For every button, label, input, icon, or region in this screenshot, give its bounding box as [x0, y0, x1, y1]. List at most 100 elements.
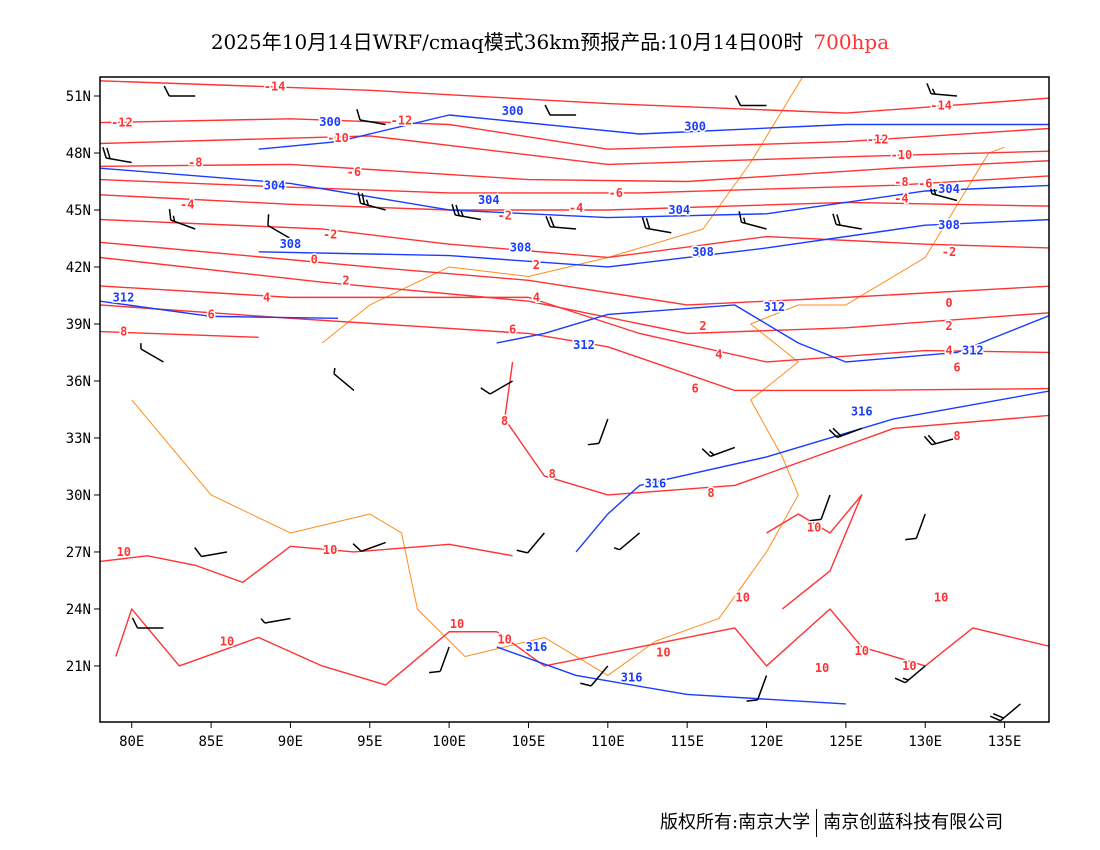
temperature-contour-label: 6: [207, 307, 214, 321]
temperature-contour-line: [100, 175, 1049, 194]
lat-tick-label: 27N: [66, 545, 91, 561]
lat-tick-label: 21N: [66, 659, 91, 675]
height-contour-label: 308: [510, 240, 532, 254]
wind-barb: [516, 532, 545, 554]
contour-labels: -14-14-12 -12-12-10-10-8-8-6-6-6-4 -4-4-2-…: [110, 78, 986, 686]
wind-barb: [131, 617, 164, 629]
height-contour-label: 308: [280, 237, 302, 251]
wind-barb: [544, 104, 577, 116]
temperature-contour-label: -6: [609, 186, 623, 200]
temperature-contour-label: -2: [497, 209, 511, 223]
height-contour-label: 312: [764, 300, 786, 314]
temperature-contour-line: [100, 241, 1049, 306]
temperature-contour-label: 6: [509, 323, 516, 337]
temperature-contour-label: 8: [549, 467, 556, 481]
wind-barb: [905, 513, 926, 541]
lon-tick-label: 90E: [278, 734, 303, 750]
height-contour-label: 308: [938, 218, 960, 232]
wind-barb: [926, 83, 958, 97]
lon-tick-label: 110E: [591, 734, 625, 750]
plot-frame: [99, 76, 1050, 723]
lat-tick-label: 42N: [66, 260, 91, 276]
temperature-contour-label: 8: [501, 414, 508, 428]
pressure-level: 700hpa: [813, 30, 890, 54]
wind-barb: [928, 182, 958, 202]
temperature-contour-label: -2: [323, 228, 337, 242]
wind-barb: [738, 211, 767, 230]
temperature-contour-label: 6: [953, 361, 960, 375]
temperature-contour-line: [100, 160, 1049, 183]
wind-barb: [746, 675, 768, 702]
height-contour-line: [496, 646, 846, 705]
height-contour-line: [496, 304, 1049, 363]
wind-barb: [140, 343, 164, 363]
height-contour-label: 312: [573, 338, 595, 352]
temperature-contour-label: 10: [220, 634, 234, 648]
lat-tick-label: 36N: [66, 374, 91, 390]
temperature-contour-label: 0: [311, 252, 318, 266]
lon-tick-label: 85E: [198, 734, 223, 750]
lat-tick-label: 45N: [66, 203, 91, 219]
height-contour-label: 312: [962, 344, 984, 358]
temperature-contour-line: [115, 608, 1049, 686]
height-contours: [100, 114, 1049, 705]
temperature-contour-label: 10: [807, 520, 821, 534]
temperature-contours: [100, 80, 1049, 686]
temperature-contour-label: 10: [656, 646, 670, 660]
temperature-contour-line: [766, 494, 863, 610]
wind-barb: [429, 646, 450, 674]
wind-barb: [828, 427, 862, 439]
wind-barb: [613, 532, 641, 551]
wind-barb: [357, 192, 386, 211]
lat-tick-label: 24N: [66, 602, 91, 618]
height-contour-label: 304: [264, 178, 286, 192]
temperature-contour-label: 8: [120, 325, 127, 339]
temperature-contour-line: [100, 118, 1049, 150]
height-contour-label: 316: [645, 477, 667, 491]
temperature-contour-label: -10: [327, 131, 349, 145]
temperature-contour-label: 10: [735, 591, 749, 605]
temperature-contour-label: 10: [815, 661, 829, 675]
height-contour-label: 304: [668, 203, 690, 217]
height-contour-label: 300: [684, 119, 706, 133]
wind-barb: [580, 665, 609, 687]
temperature-contour-label: -8: [188, 155, 202, 169]
wind-barb: [102, 147, 132, 164]
wind-barb: [352, 541, 386, 553]
lon-tick-label: 125E: [829, 734, 863, 750]
wind-barb: [734, 95, 767, 107]
temperature-contour-label: -12: [867, 133, 889, 147]
wind-barb: [641, 217, 672, 234]
temperature-contour-label: -2: [942, 245, 956, 259]
temperature-contour-label: -6: [347, 165, 361, 179]
temperature-contour-label: 10: [117, 545, 131, 559]
height-contour-label: 304: [478, 193, 500, 207]
lon-tick-label: 100E: [432, 734, 466, 750]
temperature-contour-label: -14: [264, 79, 286, 93]
temperature-contour-label: 10: [323, 543, 337, 557]
footer-divider: [816, 809, 818, 837]
lat-tick-label: 30N: [66, 488, 91, 504]
border-line: [321, 77, 804, 344]
height-contour-line: [258, 114, 1049, 150]
temperature-contour-label: -12: [111, 116, 133, 130]
lat-tick-label: 39N: [66, 317, 91, 333]
temperature-contour-line: [100, 330, 259, 338]
lon-tick-label: 105E: [512, 734, 546, 750]
temperature-contour-label: 4: [945, 344, 952, 358]
lat-tick-label: 33N: [66, 431, 91, 447]
temperature-contour-line: [100, 80, 1049, 114]
temperature-contour-line: [100, 304, 1049, 392]
temperature-contour-label: 2: [533, 258, 540, 272]
axes: 80E 85E 90E 95E 100E 105E 110E 115E 120E 125E 130E…: [66, 89, 1022, 750]
lon-tick-label: 115E: [670, 734, 704, 750]
height-contour-label: 312: [113, 290, 135, 304]
wind-barb: [587, 418, 609, 446]
temperature-contour-line: [100, 218, 1049, 259]
lon-tick-label: 80E: [119, 734, 144, 750]
temperature-contour-line: [100, 194, 1049, 211]
height-contour-line: [100, 167, 1049, 219]
height-contour-label: 316: [621, 670, 643, 684]
title-main: 2025年10月14日WRF/cmaq模式36km预报产品:10月14日00时: [210, 30, 804, 54]
temperature-contour-label: 4: [715, 347, 722, 361]
